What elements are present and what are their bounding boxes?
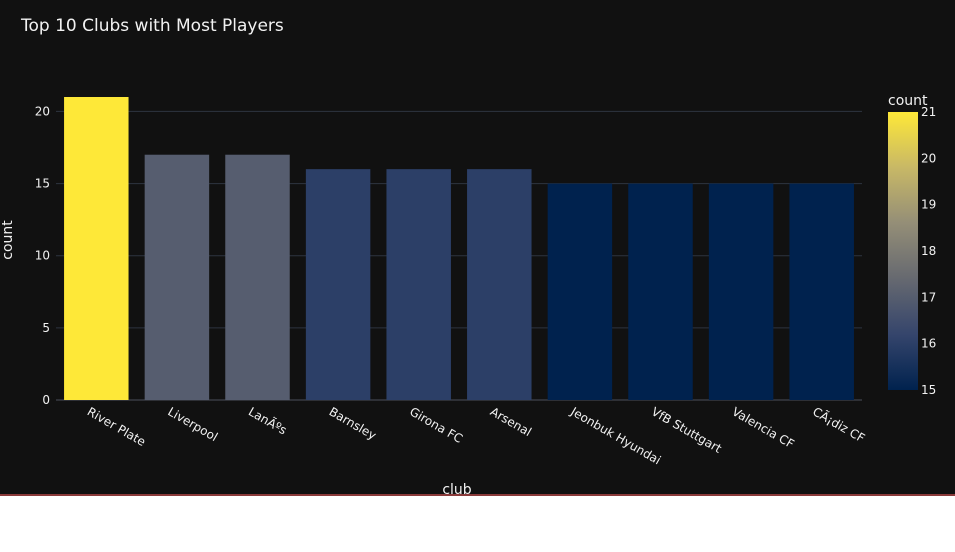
y-tick-label: 10 [35,249,50,263]
bar-3 [225,154,290,400]
colorbar-tick-label: 19 [921,198,936,212]
x-tick-label: Jeonbuk Hyundai [568,404,664,467]
y-tick-label: 15 [35,177,50,191]
panel-bottom-border [0,494,955,496]
x-tick-label: CÃ¡diz CF [810,404,868,446]
bars [64,97,854,400]
x-tick-label: Valencia CF [730,404,797,451]
y-tick-label: 0 [42,393,50,407]
y-tick-label: 5 [42,321,50,335]
colorbar-tick-label: 17 [921,290,936,304]
bar-9 [708,183,774,400]
colorbar-tick-label: 15 [921,383,936,397]
bar-1 [64,97,129,400]
bar-4 [305,169,371,400]
colorbar-tick-label: 20 [921,151,936,165]
chart-title: Top 10 Clubs with Most Players [20,16,284,36]
y-axis-title: count [0,220,16,260]
colorbar-title: count [888,93,928,109]
x-tick-label: LanÃºs [246,404,290,438]
chart-panel: Top 10 Clubs with Most Players 0 5 10 15 20 … [0,0,955,494]
bar-7 [547,183,613,400]
x-tick-label: River Plate [85,404,148,449]
y-tick-label: 20 [35,104,50,118]
bar-chart: Top 10 Clubs with Most Players 05101520 … [0,16,936,494]
bar-10 [789,183,854,400]
colorbar-tick-label: 18 [921,244,936,258]
x-axis-title: club [442,482,471,494]
colorbar-tick-label: 16 [921,337,936,351]
x-tick-label: VfB Stuttgart [649,404,724,455]
x-tick-label: Liverpool [165,404,220,444]
x-tick-label: Girona FC [407,404,465,445]
bar-2 [144,154,210,400]
y-tick-labels: 0 5 10 15 20 [35,104,50,407]
x-tick-label: Barnsley [327,404,379,442]
colorbar-tick-labels: 15 16 17 18 19 20 21 [921,105,936,397]
bar-6 [467,169,532,400]
x-tick-label: Arsenal [488,404,534,439]
colorbar-tick-label: 21 [921,105,936,119]
colorbar [888,112,918,390]
bar-8 [628,183,693,400]
bar-5 [386,169,451,400]
x-tick-labels: River Plate Liverpool LanÃºs Barnsley Girona… [85,404,868,468]
